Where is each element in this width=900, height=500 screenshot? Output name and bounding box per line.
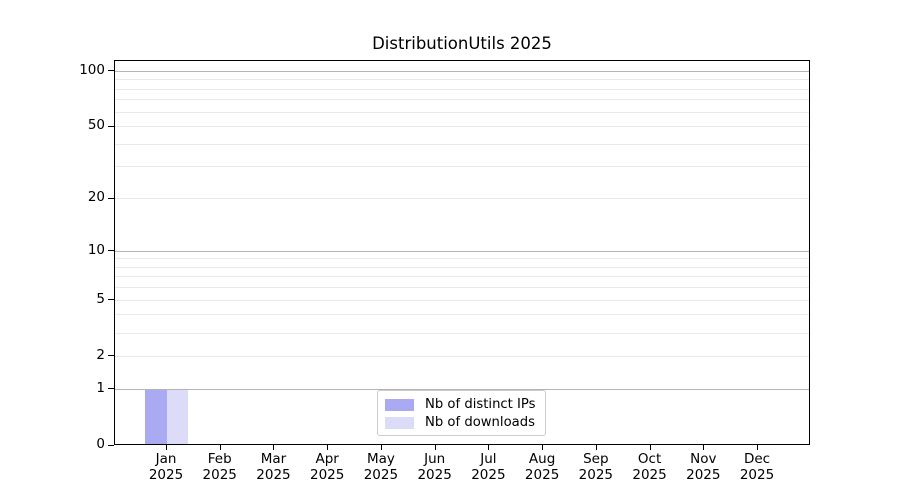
major-gridline [115, 70, 809, 72]
legend-item: Nb of downloads [385, 415, 536, 430]
x-tick-mark [757, 445, 759, 450]
x-tick-mark [488, 445, 490, 450]
bar-downloads [167, 389, 188, 444]
x-tick-label: Feb 2025 [190, 451, 250, 483]
minor-gridline [115, 198, 809, 200]
y-tick-label: 5 [96, 290, 105, 307]
minor-gridline [115, 355, 809, 357]
x-tick-mark [219, 445, 221, 450]
y-tick-mark [108, 299, 114, 301]
x-tick-year: 2025 [686, 466, 721, 483]
x-tick-mark [380, 445, 382, 450]
y-tick-mark [108, 388, 114, 390]
x-tick-month: Apr [315, 451, 339, 467]
x-tick-month: Oct [637, 451, 662, 467]
y-tick-mark [108, 355, 114, 357]
x-tick-label: Oct 2025 [620, 451, 680, 483]
x-tick-year: 2025 [524, 466, 560, 483]
x-tick-month: Dec [743, 451, 771, 467]
minor-gridline [115, 166, 809, 168]
x-tick-label: Jun 2025 [405, 451, 465, 483]
x-tick-label: May 2025 [351, 451, 411, 483]
minor-gridline [115, 266, 809, 268]
x-tick-mark [327, 445, 329, 450]
x-tick-label: Dec 2025 [727, 451, 787, 483]
x-tick-year: 2025 [578, 466, 613, 483]
legend-swatch [385, 398, 414, 411]
x-tick-label: Sep 2025 [566, 451, 626, 483]
chart-title: DistributionUtils 2025 [372, 34, 552, 53]
x-tick-month: Jun [424, 451, 446, 467]
y-tick-label: 0 [96, 436, 105, 452]
y-tick-mark [108, 197, 114, 199]
legend-item: Nb of distinct IPs [385, 397, 536, 412]
minor-gridline [115, 111, 809, 113]
minor-gridline [115, 126, 809, 128]
y-tick-label: 100 [79, 61, 105, 78]
minor-gridline [115, 143, 809, 145]
y-tick-mark [108, 125, 114, 127]
x-tick-label: Jul 2025 [458, 451, 518, 483]
x-tick-month: May [366, 451, 395, 467]
y-tick-mark [108, 250, 114, 252]
x-tick-mark [166, 445, 167, 450]
x-tick-month: Sep [583, 451, 609, 467]
x-tick-month: Feb [207, 451, 232, 467]
x-tick-month: Jan [155, 451, 177, 467]
minor-gridline [115, 287, 809, 289]
y-tick-label: 50 [87, 117, 105, 134]
x-tick-year: 2025 [310, 466, 345, 483]
x-tick-label: Apr 2025 [297, 451, 357, 483]
x-tick-month: Nov [690, 451, 717, 467]
x-tick-mark [649, 445, 651, 450]
minor-gridline [115, 276, 809, 278]
x-tick-mark [434, 445, 436, 450]
x-tick-year: 2025 [202, 466, 237, 483]
x-tick-label: Mar 2025 [243, 451, 303, 483]
y-tick-mark [108, 70, 114, 72]
x-tick-mark [273, 445, 275, 450]
legend-swatch [385, 416, 414, 429]
major-gridline [115, 388, 809, 390]
y-tick-label: 20 [87, 189, 105, 206]
y-tick-label: 10 [87, 241, 105, 258]
minor-gridline [115, 79, 809, 81]
x-tick-mark [542, 445, 544, 450]
x-tick-year: 2025 [739, 466, 775, 483]
major-gridline [115, 250, 809, 252]
plot-area: Nb of distinct IPs Nb of downloads [114, 60, 810, 445]
minor-gridline [115, 332, 809, 334]
legend: Nb of distinct IPs Nb of downloads [377, 390, 546, 436]
x-tick-year: 2025 [363, 466, 399, 483]
x-tick-year: 2025 [632, 466, 667, 483]
x-tick-month: Jul [480, 451, 497, 467]
minor-gridline [115, 88, 809, 90]
x-tick-mark [703, 445, 705, 450]
x-tick-mark [595, 445, 597, 450]
x-tick-year: 2025 [256, 466, 291, 483]
x-tick-label: Nov 2025 [673, 451, 733, 483]
x-tick-year: 2025 [148, 466, 184, 483]
legend-label: Nb of downloads [425, 415, 535, 430]
legend-label: Nb of distinct IPs [425, 397, 536, 412]
x-tick-label: Aug 2025 [512, 451, 572, 483]
bar-distinct-ips [145, 389, 167, 444]
y-tick-label: 2 [96, 346, 105, 363]
minor-gridline [115, 314, 809, 316]
x-tick-month: Mar [260, 451, 287, 467]
minor-gridline [115, 99, 809, 101]
minor-gridline [115, 299, 809, 301]
y-tick-label: 1 [96, 379, 105, 396]
y-tick-mark [108, 444, 114, 446]
x-tick-year: 2025 [471, 466, 506, 483]
x-tick-label: Jan 2025 [136, 451, 196, 483]
x-tick-year: 2025 [417, 466, 452, 483]
x-tick-month: Aug [528, 451, 556, 467]
minor-gridline [115, 258, 809, 260]
